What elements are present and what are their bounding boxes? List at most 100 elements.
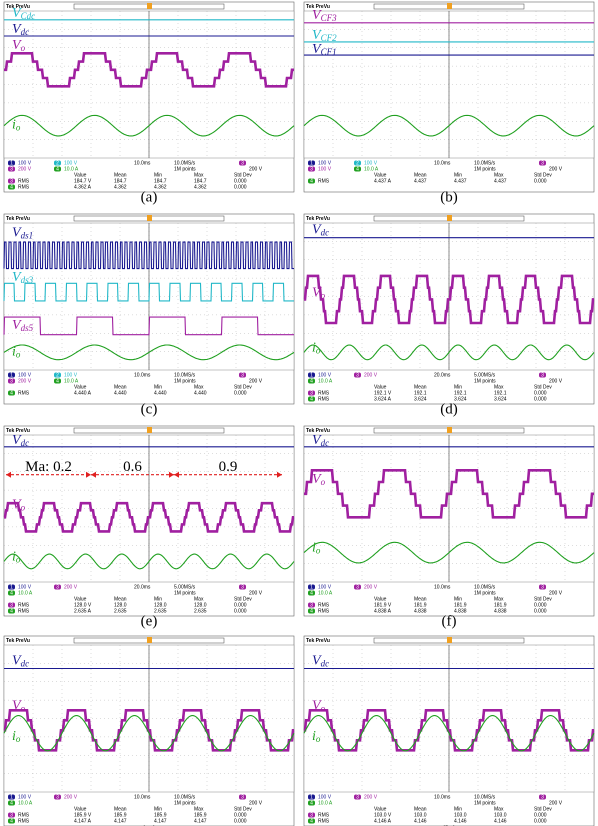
meas-value: 4.362 A xyxy=(74,184,92,190)
time-scale: 20.0ms xyxy=(134,584,151,590)
trace-label-sub: o xyxy=(16,554,21,564)
trigger-channel: 3 xyxy=(241,794,244,800)
trigger-marker xyxy=(147,637,152,643)
trace-label-sub: o xyxy=(21,502,26,512)
meas-stat: RMS xyxy=(318,818,330,824)
record-length: 1M points xyxy=(474,378,496,384)
channel-number: 4 xyxy=(310,378,313,384)
meas-channel: 4 xyxy=(10,390,13,396)
trigger-channel: 3 xyxy=(541,372,544,378)
meas-value: 3.624 A xyxy=(374,396,392,402)
record-length: 1M points xyxy=(174,166,196,172)
meas-stat: RMS xyxy=(318,608,330,614)
trigger-marker xyxy=(447,215,452,221)
time-scale: 10.0ms xyxy=(134,794,151,800)
record-length: 1M points xyxy=(174,800,196,806)
meas-channel: 4 xyxy=(310,608,313,614)
meas-value: 4.437 xyxy=(494,178,507,184)
caption: (d) xyxy=(440,401,458,417)
meas-channel: 4 xyxy=(10,818,13,824)
scope-panel: Tek PreVuVdcVoio1100 V3200 V410.0 A10.0m… xyxy=(304,636,594,826)
channel-number: 4 xyxy=(56,166,59,172)
meas-value: 4.146 xyxy=(494,818,507,824)
waveform xyxy=(4,242,294,269)
meas-value: 4.437 A xyxy=(374,178,392,184)
channel-scale: 200 V xyxy=(364,372,378,378)
meas-stat: RMS xyxy=(18,184,30,190)
trace-label-sub: CF3 xyxy=(321,13,338,23)
ma-annotation: 0.9 xyxy=(219,459,238,475)
caption: (a) xyxy=(141,189,158,205)
caption: (b) xyxy=(440,189,458,205)
trace-label-sub: dc xyxy=(21,438,30,448)
meas-channel: 4 xyxy=(310,178,313,184)
scope-brand: Tek PreVu xyxy=(6,216,30,222)
meas-stat: RMS xyxy=(18,608,30,614)
ma-annotation: Ma: 0.2 xyxy=(25,459,72,475)
channel-scale: 200 V xyxy=(64,794,78,800)
trace-label-sub: CF2 xyxy=(321,33,338,43)
meas-value: 4.146 A xyxy=(374,818,392,824)
meas-stat: RMS xyxy=(18,818,30,824)
meas-value: 0.000 xyxy=(534,396,547,402)
trace-label-sub: dc xyxy=(321,228,330,238)
trace-label-sub: o xyxy=(21,43,26,53)
trace-label-sub: CF1 xyxy=(321,47,337,57)
meas-value: 4.437 xyxy=(454,178,467,184)
channel-number: 3 xyxy=(56,584,59,590)
trace-label-sub: o xyxy=(316,734,321,744)
trigger-marker xyxy=(447,3,452,9)
meas-value: 2.635 xyxy=(114,608,127,614)
meas-value: 4.440 xyxy=(114,390,127,396)
channel-scale: 200 V xyxy=(18,378,32,384)
meas-channel: 4 xyxy=(310,818,313,824)
channel-number: 3 xyxy=(10,166,13,172)
meas-value: 4.147 xyxy=(194,818,207,824)
trigger-marker xyxy=(147,3,152,9)
meas-value: 0.000 xyxy=(534,608,547,614)
channel-scale: 200 V xyxy=(18,166,32,172)
meas-channel: 4 xyxy=(10,608,13,614)
channel-number: 3 xyxy=(310,166,313,172)
trigger-marker xyxy=(147,215,152,221)
channel-scale: 10.0 A xyxy=(18,800,33,806)
time-scale: 10.0ms xyxy=(134,160,151,166)
record-length: 1M points xyxy=(174,378,196,384)
meas-value: 2.635 xyxy=(194,608,207,614)
channel-scale: 200 V xyxy=(364,584,378,590)
meas-value: 4.838 xyxy=(494,608,507,614)
channel-scale: 10.0 A xyxy=(318,590,333,596)
meas-value: 0.000 xyxy=(234,390,247,396)
trigger-marker xyxy=(447,427,452,433)
channel-scale: 100 V xyxy=(318,166,332,172)
meas-value: 4.146 xyxy=(414,818,427,824)
trace-label-sub: ds5 xyxy=(21,323,34,333)
meas-value: 4.440 A xyxy=(74,390,92,396)
caption: (c) xyxy=(141,401,158,417)
scope-brand: Tek PreVu xyxy=(306,216,330,222)
ma-annotation: 0.6 xyxy=(123,459,142,475)
channel-number: 3 xyxy=(356,794,359,800)
meas-value: 0.000 xyxy=(534,818,547,824)
trace-label-sub: dc xyxy=(21,27,30,37)
trace-label-sub: dc xyxy=(321,438,330,448)
meas-value: 0.000 xyxy=(234,818,247,824)
trigger-channel: 3 xyxy=(541,160,544,166)
trigger-marker xyxy=(147,427,152,433)
meas-value: 4.437 xyxy=(414,178,427,184)
scope-panel: Tek PreVuVdcVoio1100 V3200 V410.0 A10.0m… xyxy=(304,426,594,616)
time-scale: 10.0ms xyxy=(434,794,451,800)
trace-label-sub: o xyxy=(316,546,321,556)
channel-scale: 200 V xyxy=(64,584,78,590)
scope-brand: Tek PreVu xyxy=(306,638,330,644)
channel-number: 4 xyxy=(10,800,13,806)
meas-value: 0.000 xyxy=(534,178,547,184)
channel-number: 4 xyxy=(310,590,313,596)
caption: (e) xyxy=(141,613,158,629)
trace-label-sub: o xyxy=(16,123,21,133)
trigger-channel: 3 xyxy=(241,160,244,166)
channel-number: 4 xyxy=(56,378,59,384)
meas-value: 2.635 A xyxy=(74,608,92,614)
trigger-channel: 3 xyxy=(241,584,244,590)
channel-number: 4 xyxy=(310,800,313,806)
